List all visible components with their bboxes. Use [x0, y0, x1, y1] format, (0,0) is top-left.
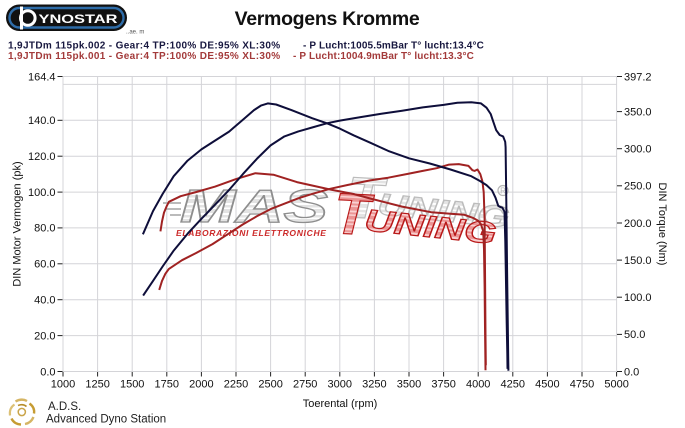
svg-text:2500: 2500 — [258, 379, 282, 391]
svg-text:A.D.S.: A.D.S. — [48, 401, 81, 413]
svg-text:3500: 3500 — [397, 379, 421, 391]
svg-text:2000: 2000 — [189, 379, 213, 391]
svg-text:2750: 2750 — [293, 379, 317, 391]
svg-text:- P Lucht:1004.9mBar T° lucht:: - P Lucht:1004.9mBar T° lucht:13.3°C — [293, 51, 474, 62]
svg-text:397.2: 397.2 — [624, 71, 652, 83]
svg-text:40.0: 40.0 — [34, 295, 55, 307]
svg-text:4500: 4500 — [535, 379, 559, 391]
svg-text:YNOSTAR: YNOSTAR — [39, 12, 118, 26]
svg-text:5000: 5000 — [604, 379, 628, 391]
svg-text:250.0: 250.0 — [624, 181, 652, 193]
svg-text:3000: 3000 — [328, 379, 352, 391]
svg-text:1750: 1750 — [155, 379, 179, 391]
svg-text:2250: 2250 — [224, 379, 248, 391]
svg-text:DIN Torque (Nm): DIN Torque (Nm) — [656, 183, 668, 266]
svg-text:0.0: 0.0 — [40, 366, 55, 378]
svg-text:4750: 4750 — [570, 379, 594, 391]
svg-text:20.0: 20.0 — [34, 330, 55, 342]
svg-text:1,9JTDm 115pk.002 - Gear:4 TP:: 1,9JTDm 115pk.002 - Gear:4 TP:100% DE:95… — [8, 41, 280, 52]
svg-text:164.4: 164.4 — [28, 71, 56, 83]
svg-text:- P Lucht:1005.5mBar T° lucht:: - P Lucht:1005.5mBar T° lucht:13.4°C — [303, 41, 484, 52]
svg-text:1000: 1000 — [51, 379, 75, 391]
svg-text:0.0: 0.0 — [624, 366, 639, 378]
svg-text:150.0: 150.0 — [624, 255, 652, 267]
svg-text:60.0: 60.0 — [34, 259, 55, 271]
svg-text:120.0: 120.0 — [28, 151, 56, 163]
svg-text:3250: 3250 — [362, 379, 386, 391]
svg-text:80.0: 80.0 — [34, 223, 55, 235]
svg-text:Advanced Dyno Station: Advanced Dyno Station — [46, 414, 166, 426]
svg-text:..ae. m: ..ae. m — [126, 30, 144, 36]
svg-text:ELABORAZIONI ELETTRONICHE: ELABORAZIONI ELETTRONICHE — [176, 228, 327, 238]
svg-text:3750: 3750 — [431, 379, 455, 391]
svg-text:350.0: 350.0 — [624, 106, 652, 118]
svg-text:100.0: 100.0 — [624, 292, 652, 304]
svg-text:200.0: 200.0 — [624, 218, 652, 230]
svg-text:4000: 4000 — [466, 379, 490, 391]
svg-text:100.0: 100.0 — [28, 187, 56, 199]
svg-text:50.0: 50.0 — [624, 329, 645, 341]
svg-text:Toerental (rpm): Toerental (rpm) — [303, 398, 378, 410]
svg-text:300.0: 300.0 — [624, 144, 652, 156]
svg-text:R: R — [500, 187, 506, 196]
svg-text:1250: 1250 — [85, 379, 109, 391]
svg-text:MAS: MAS — [180, 180, 328, 232]
svg-text:140.0: 140.0 — [28, 115, 56, 127]
svg-text:1,9JTDm 115pk.001 - Gear:4 TP:: 1,9JTDm 115pk.001 - Gear:4 TP:100% DE:95… — [8, 51, 280, 62]
svg-text:Vermogens Kromme: Vermogens Kromme — [235, 8, 420, 30]
svg-text:1500: 1500 — [120, 379, 144, 391]
svg-text:4250: 4250 — [501, 379, 525, 391]
svg-text:DIN Motor Vermogen (pk): DIN Motor Vermogen (pk) — [12, 161, 24, 286]
